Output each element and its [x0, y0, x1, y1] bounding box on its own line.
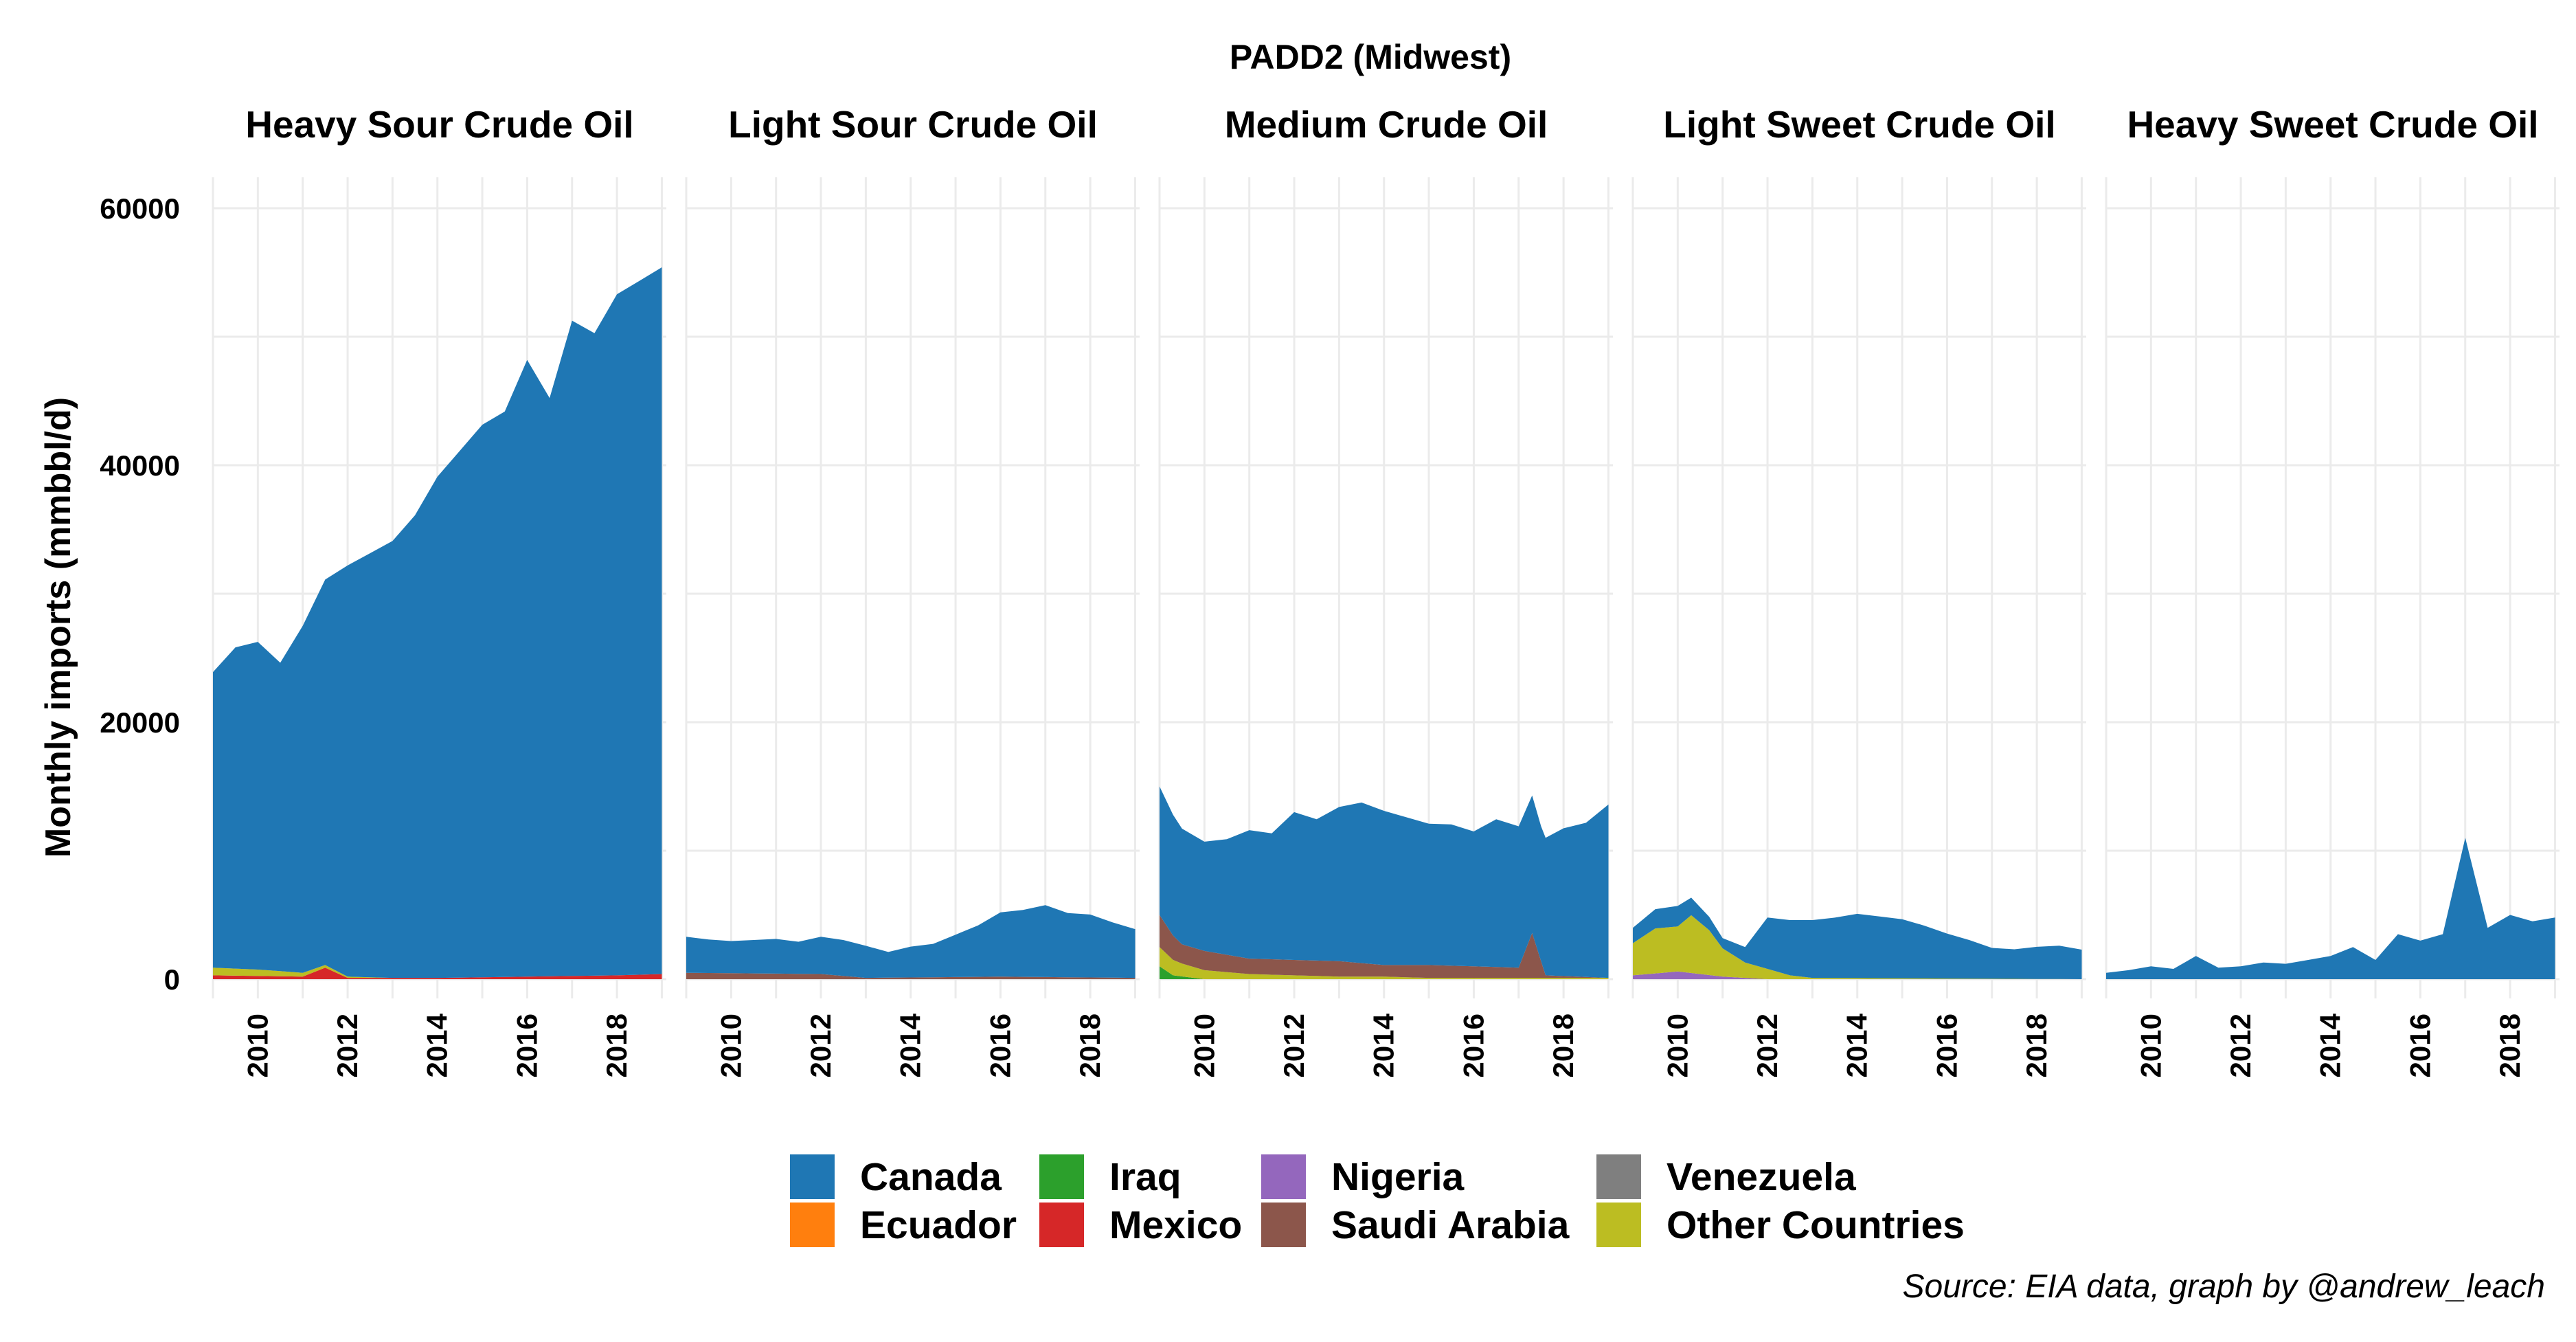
y-tick-label: 20000 [100, 706, 180, 739]
x-tick-label: 2018 [1547, 1014, 1579, 1077]
x-tick-label: 2012 [2224, 1014, 2257, 1077]
legend-item: Ecuador [790, 1203, 1017, 1247]
legend-item: Mexico [1039, 1203, 1242, 1247]
legend-swatch [790, 1203, 835, 1247]
legend-label: Canada [860, 1155, 1002, 1199]
legend-label: Mexico [1109, 1203, 1242, 1247]
y-tick-label: 0 [164, 963, 180, 996]
legend-swatch [1039, 1203, 1084, 1247]
x-tick-label: 2018 [1074, 1014, 1106, 1077]
facet-panel: Medium Crude Oil 2010 2012 2014 2016 2018 [1160, 103, 1613, 1077]
legend-item: Canada [790, 1154, 1002, 1199]
x-tick-label: 2010 [2134, 1014, 2167, 1077]
x-tick-label: 2012 [804, 1014, 837, 1077]
facet-panel: Light Sweet Crude Oil 2010 2012 2014 2016 201… [1633, 103, 2086, 1077]
legend-item: Saudi Arabia [1261, 1203, 1570, 1247]
y-tick-label: 40000 [100, 449, 180, 482]
legend-swatch [1261, 1203, 1306, 1247]
legend-label: Ecuador [860, 1203, 1017, 1247]
facet-panel: Heavy Sweet Crude Oil 2010 2012 2014 2016 201… [2106, 103, 2560, 1077]
facet-title: Heavy Sour Crude Oil [245, 103, 633, 146]
legend-swatch [1039, 1154, 1084, 1199]
chart-caption: Source: EIA data, graph by @andrew_leach [1902, 1268, 2545, 1305]
legend-label: Venezuela [1667, 1155, 1857, 1199]
legend-label: Saudi Arabia [1331, 1203, 1570, 1247]
facet-panel: Light Sour Crude Oil 2010 2012 2014 2016 2018 [686, 103, 1140, 1077]
x-tick-label: 2014 [2314, 1013, 2347, 1077]
legend-item: Iraq [1039, 1154, 1182, 1199]
y-axis-label: Monthly imports (mmbbl/d) [38, 397, 78, 858]
x-tick-label: 2010 [1661, 1014, 1693, 1077]
x-tick-label: 2010 [714, 1014, 747, 1077]
legend-swatch [790, 1154, 835, 1199]
legend-label: Other Countries [1667, 1203, 1965, 1247]
x-tick-label: 2018 [2494, 1014, 2526, 1077]
x-tick-label: 2014 [421, 1013, 453, 1077]
x-tick-label: 2014 [1368, 1013, 1400, 1077]
x-tick-label: 2016 [1930, 1014, 1963, 1077]
legend-item: Other Countries [1596, 1203, 1965, 1247]
chart-title: PADD2 (Midwest) [1230, 38, 1511, 76]
area-canada [1160, 787, 1609, 978]
legend-swatch [1261, 1154, 1306, 1199]
legend-swatch [1596, 1203, 1641, 1247]
facet-title: Heavy Sweet Crude Oil [2127, 103, 2538, 146]
x-tick-label: 2016 [510, 1014, 543, 1077]
legend-label: Nigeria [1331, 1155, 1465, 1199]
x-tick-label: 2016 [1457, 1014, 1489, 1077]
legend-item: Venezuela [1596, 1154, 1857, 1199]
facet-panels: Heavy Sour Crude Oil 2010 2012 2014 2016 2018… [213, 103, 2560, 1077]
x-tick-label: 2012 [331, 1014, 363, 1077]
x-tick-label: 2014 [894, 1013, 927, 1077]
x-tick-label: 2018 [600, 1014, 633, 1077]
facet-title: Light Sour Crude Oil [728, 103, 1098, 146]
y-tick-label: 60000 [100, 192, 180, 225]
x-tick-label: 2010 [1188, 1014, 1220, 1077]
facet-title: Light Sweet Crude Oil [1663, 103, 2055, 146]
facet-title: Medium Crude Oil [1225, 103, 1548, 146]
x-tick-label: 2014 [1841, 1013, 1873, 1077]
x-tick-label: 2012 [1751, 1014, 1783, 1077]
y-axis-ticks: 0 20000 40000 60000 [100, 192, 180, 996]
x-tick-label: 2012 [1278, 1014, 1310, 1077]
legend-swatch [1596, 1154, 1641, 1199]
x-tick-label: 2016 [984, 1014, 1016, 1077]
legend-label: Iraq [1109, 1155, 1182, 1199]
facet-panel: Heavy Sour Crude Oil 2010 2012 2014 2016 2018 [213, 103, 666, 1077]
x-tick-label: 2010 [241, 1014, 273, 1077]
x-tick-label: 2016 [2404, 1014, 2436, 1077]
legend-item: Nigeria [1261, 1154, 1465, 1199]
x-tick-label: 2018 [2020, 1014, 2053, 1077]
